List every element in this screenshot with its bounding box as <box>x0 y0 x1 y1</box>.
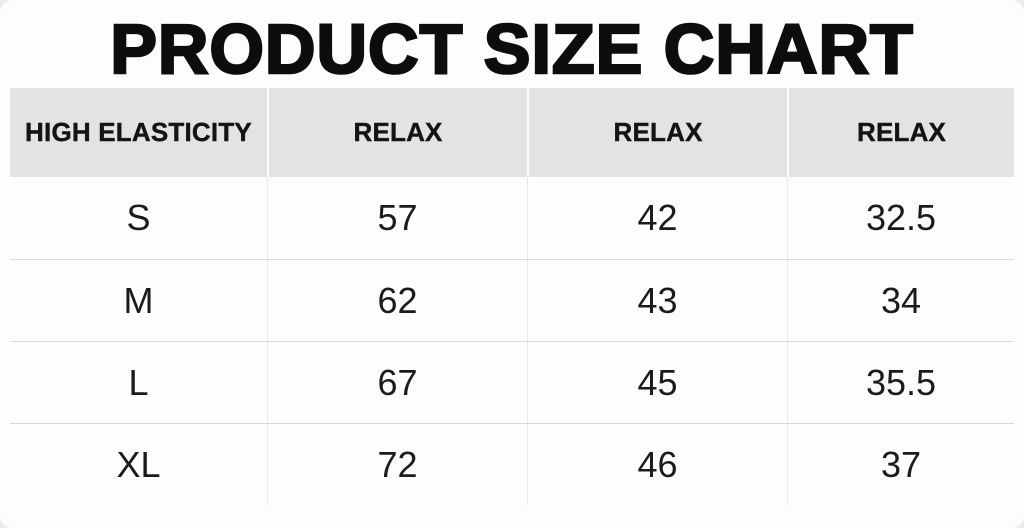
value-cell: 32.5 <box>787 177 1014 259</box>
value-cell: 43 <box>527 260 787 341</box>
size-cell: XL <box>116 443 161 485</box>
page-title: PRODUCT SIZE CHART <box>109 10 914 88</box>
size-chart-table: HIGH ELASTICITY RELAX RELAX RELAX S 57 4… <box>10 88 1014 505</box>
value-cell: 45 <box>527 342 787 423</box>
column-header-relax-1: RELAX <box>267 88 527 177</box>
value-cell: 37 <box>787 424 1014 505</box>
value-cell: 67 <box>267 342 527 423</box>
value-cell: 42 <box>527 177 787 259</box>
column-header-high-elasticity: HIGH ELASTICITY <box>25 117 252 147</box>
value-cell: 34 <box>787 260 1014 341</box>
table-row-s: S 57 42 32.5 <box>10 177 1014 259</box>
value-cell: 46 <box>527 424 787 505</box>
table-header-row: HIGH ELASTICITY RELAX RELAX RELAX <box>10 88 1014 177</box>
value-cell: 72 <box>267 424 527 505</box>
size-cell: S <box>126 197 151 238</box>
size-cell: L <box>128 361 149 403</box>
value-cell: 62 <box>267 260 527 341</box>
size-cell: M <box>123 279 154 321</box>
value-cell: 35.5 <box>787 342 1014 423</box>
table-row-l: L 67 45 35.5 <box>10 341 1014 423</box>
table-row-m: M 62 43 34 <box>10 259 1014 341</box>
column-header-relax-2: RELAX <box>527 88 787 177</box>
column-header-relax-3: RELAX <box>787 88 1014 177</box>
table-row-xl: XL 72 46 37 <box>10 423 1014 505</box>
value-cell: 57 <box>267 177 527 259</box>
